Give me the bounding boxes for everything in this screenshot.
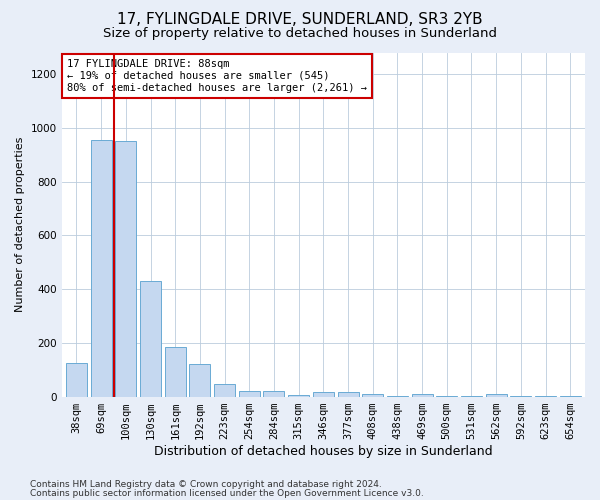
Bar <box>263 391 284 396</box>
Bar <box>239 390 260 396</box>
Bar <box>362 394 383 396</box>
Bar <box>140 281 161 396</box>
Text: 17, FYLINGDALE DRIVE, SUNDERLAND, SR3 2YB: 17, FYLINGDALE DRIVE, SUNDERLAND, SR3 2Y… <box>117 12 483 28</box>
Bar <box>91 140 112 396</box>
Bar <box>165 347 186 397</box>
Bar <box>190 364 211 396</box>
Y-axis label: Number of detached properties: Number of detached properties <box>15 137 25 312</box>
Bar <box>288 395 309 396</box>
Bar <box>338 392 359 396</box>
Text: Size of property relative to detached houses in Sunderland: Size of property relative to detached ho… <box>103 28 497 40</box>
Bar <box>485 394 506 396</box>
Bar <box>66 363 87 396</box>
X-axis label: Distribution of detached houses by size in Sunderland: Distribution of detached houses by size … <box>154 444 493 458</box>
Bar <box>313 392 334 396</box>
Text: Contains public sector information licensed under the Open Government Licence v3: Contains public sector information licen… <box>30 488 424 498</box>
Bar <box>214 384 235 396</box>
Bar <box>412 394 433 396</box>
Bar <box>115 141 136 397</box>
Text: 17 FYLINGDALE DRIVE: 88sqm
← 19% of detached houses are smaller (545)
80% of sem: 17 FYLINGDALE DRIVE: 88sqm ← 19% of deta… <box>67 60 367 92</box>
Text: Contains HM Land Registry data © Crown copyright and database right 2024.: Contains HM Land Registry data © Crown c… <box>30 480 382 489</box>
